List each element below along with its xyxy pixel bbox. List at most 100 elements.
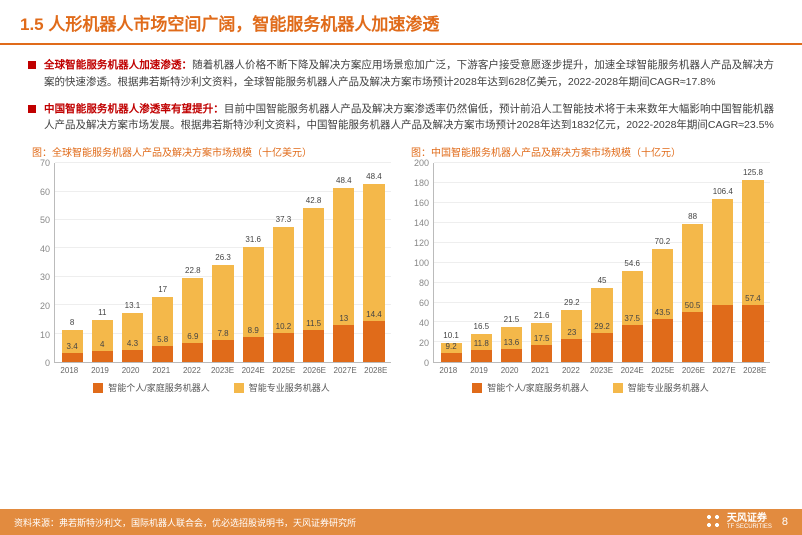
bar-column: 106.4	[708, 163, 738, 362]
legend-item-a: 智能个人/家庭服务机器人	[93, 381, 210, 394]
bar-top-label: 13.1	[125, 301, 141, 310]
ytick: 160	[414, 198, 429, 208]
bar-column: 11 4	[87, 163, 117, 362]
ytick: 60	[419, 298, 429, 308]
bullet-2-lead: 中国智能服务机器人渗透率有望提升：	[44, 103, 224, 115]
bar-bottom-segment: 43.5	[652, 319, 673, 362]
ytick: 20	[40, 301, 50, 311]
ytick: 60	[40, 187, 50, 197]
xtick: 2022	[177, 366, 208, 375]
slide-header: 1.5 人形机器人市场空间广阔，智能服务机器人加速渗透	[0, 0, 802, 45]
bar-bottom-segment: 4	[92, 351, 113, 362]
footer-right: 天风证券 TF SECURITIES 8	[705, 513, 788, 531]
bar-top-label: 21.6	[534, 311, 550, 320]
bar-top-label: 45	[598, 276, 607, 285]
chart-china-plot: 020406080100120140160180200 10.19.216.51…	[411, 163, 770, 363]
xtick: 2021	[146, 366, 177, 375]
bar-top-label: 48.4	[336, 176, 352, 185]
charts-row: 图：全球智能服务机器人产品及解决方案市场规模（十亿美元） 01020304050…	[28, 144, 774, 394]
slide-title: 1.5 人形机器人市场空间广阔，智能服务机器人加速渗透	[20, 10, 782, 35]
bar-bottom-label: 23	[567, 328, 576, 337]
bar-top-label: 125.8	[743, 168, 763, 177]
ytick: 0	[45, 358, 50, 368]
legend-swatch-a	[472, 383, 482, 393]
bar-bottom-label: 57.4	[745, 294, 761, 303]
xtick: 2027E	[709, 366, 740, 375]
bar-bottom-label: 4	[100, 340, 104, 349]
chart-china-plotarea: 10.19.216.511.821.513.621.617.529.223452…	[433, 163, 770, 363]
chart-global-xaxis: 201820192020202120222023E2024E2025E2026E…	[32, 366, 391, 375]
ytick: 20	[419, 338, 429, 348]
bar-bottom-label: 11.5	[306, 319, 321, 328]
bar-column: 45 29.2	[587, 163, 617, 362]
bar-top-label: 11	[98, 308, 106, 317]
bar-bottom-segment: 11.5	[303, 330, 324, 363]
legend-item-a: 智能个人/家庭服务机器人	[472, 381, 589, 394]
bar-top-label: 26.3	[215, 253, 231, 262]
bar-top-label: 70.2	[655, 237, 671, 246]
bar-bottom-label: 7.8	[217, 329, 228, 338]
bar-bottom-segment: 6.9	[182, 343, 203, 363]
bar-column: 37.3 10.2	[268, 163, 298, 362]
chart-global-plotarea: 83.411413.14.3175.822.86.926.37.831.68.9…	[54, 163, 391, 363]
xtick: 2024E	[238, 366, 269, 375]
bar-top-label: 54.6	[624, 259, 640, 268]
footer-source: 资料来源：弗若斯特沙利文，国际机器人联合会，优必选招股说明书，天风证券研究所	[14, 516, 356, 529]
bar-bottom-segment: 13.6	[501, 349, 522, 363]
legend-label-b: 智能专业服务机器人	[628, 381, 709, 394]
xtick: 2023E	[207, 366, 238, 375]
bar-bottom-segment: 10.2	[273, 333, 294, 362]
legend-label-b: 智能专业服务机器人	[249, 381, 330, 394]
xtick: 2025E	[647, 366, 678, 375]
xtick: 2019	[464, 366, 495, 375]
bar-top-label: 106.4	[713, 187, 733, 196]
bar-bottom-label: 29.2	[594, 322, 610, 331]
bar-bottom-label: 11.8	[474, 339, 489, 348]
bullet-2-text: 中国智能服务机器人渗透率有望提升：目前中国智能服务机器人产品及解决方案渗透率仍然…	[44, 101, 774, 135]
bar-column: 22.86.9	[178, 163, 208, 362]
page-number: 8	[782, 516, 788, 528]
bar-top-segment: 31.6	[243, 247, 264, 337]
bar-top-label: 48.4	[366, 172, 382, 181]
bar-bottom-segment: 23	[561, 339, 582, 362]
xtick: 2022	[556, 366, 587, 375]
bar-bottom-label: 9.2	[446, 342, 457, 351]
xtick: 2026E	[678, 366, 709, 375]
bar-bottom-segment	[712, 305, 733, 362]
bar-bottom-segment: 57.4	[742, 305, 763, 362]
bar-top-label: 21.5	[504, 315, 520, 324]
bar-top-label: 37.3	[276, 215, 292, 224]
bar-column: 54.6 37.5	[617, 163, 647, 362]
bar-top-segment: 48.4	[333, 188, 354, 326]
chart-china-yaxis: 020406080100120140160180200	[411, 163, 433, 363]
xtick: 2024E	[617, 366, 648, 375]
chart-china-legend: 智能个人/家庭服务机器人 智能专业服务机器人	[411, 381, 770, 394]
xtick: 2028E	[739, 366, 770, 375]
chart-global-title: 图：全球智能服务机器人产品及解决方案市场规模（十亿美元）	[32, 144, 391, 159]
bar-bottom-label: 37.5	[624, 314, 640, 323]
bar-column: 70.2 43.5	[647, 163, 677, 362]
bar-top-segment: 125.8	[742, 180, 763, 305]
bar-top-label: 17	[158, 285, 167, 294]
bar-bottom-segment: 11.8	[471, 350, 492, 362]
bar-bottom-label: 5.8	[157, 335, 168, 344]
legend-swatch-a	[93, 383, 103, 393]
ytick: 200	[414, 158, 429, 168]
ytick: 100	[414, 258, 429, 268]
chart-global-yaxis: 010203040506070	[32, 163, 54, 363]
bar-top-label: 8	[70, 318, 74, 327]
ytick: 50	[40, 215, 50, 225]
bar-bottom-label: 13.6	[504, 338, 520, 347]
chart-china-xaxis: 201820192020202120222023E2024E2025E2026E…	[411, 366, 770, 375]
bar-column: 42.811.5	[299, 163, 329, 362]
bar-bottom-segment: 4.3	[122, 350, 143, 362]
bar-top-label: 88	[688, 212, 697, 221]
ytick: 30	[40, 272, 50, 282]
bar-top-label: 31.6	[245, 235, 261, 244]
bullet-1: 全球智能服务机器人加速渗透：随着机器人价格不断下降及解决方案应用场景愈加广泛，下…	[28, 57, 774, 91]
xtick: 2018	[54, 366, 85, 375]
brand-sub: TF SECURITIES	[727, 524, 772, 530]
bar-bottom-label: 43.5	[655, 308, 671, 317]
xtick: 2020	[494, 366, 525, 375]
bar-top-segment: 42.8	[303, 208, 324, 330]
